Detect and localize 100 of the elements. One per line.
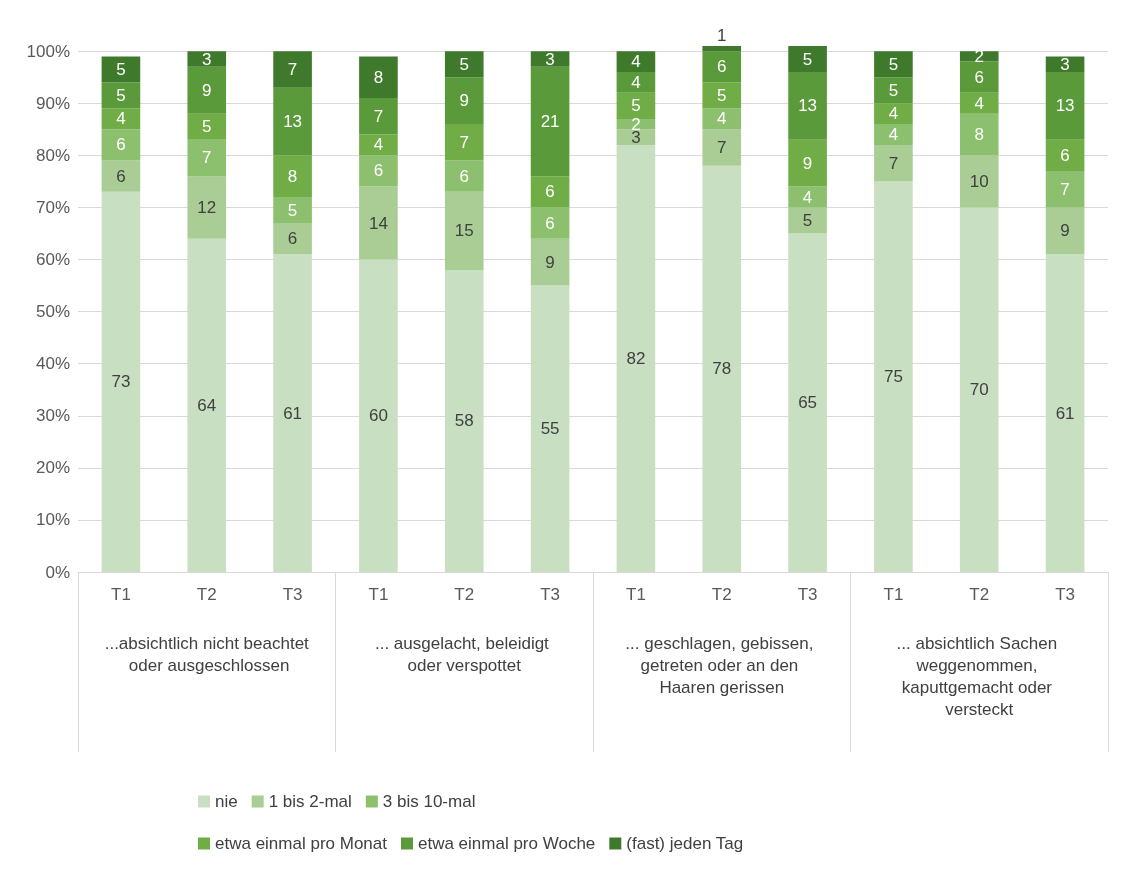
bar — [874, 144, 913, 182]
data-label: 65 — [798, 393, 818, 413]
data-label: 6 — [545, 213, 555, 233]
bar — [959, 51, 999, 62]
x-tick-label: T3 — [282, 585, 303, 604]
bar — [187, 176, 227, 239]
x-tick-label: T1 — [625, 585, 646, 604]
text: ...absichtlich nicht beachtet oder ausgeschlossen — [104, 633, 310, 675]
text: ... ausgelacht, beleidigt oder verspottet — [374, 633, 554, 675]
data-label: 3 — [1060, 54, 1070, 74]
bar — [359, 155, 398, 187]
bar — [359, 186, 398, 260]
bar — [874, 124, 913, 145]
y-tick-label: 20% — [35, 458, 70, 478]
bar — [101, 191, 141, 572]
bar — [359, 259, 398, 572]
x-tick-label: T2 — [969, 585, 990, 604]
y-tick-label: 80% — [35, 145, 70, 165]
data-label: 14 — [368, 213, 388, 233]
bar — [788, 207, 827, 234]
data-label: 9 — [1060, 221, 1070, 241]
bar — [444, 269, 484, 572]
data-label: 5 — [802, 210, 813, 230]
data-label: 5 — [717, 85, 727, 105]
bar — [788, 46, 827, 73]
data-label: 6 — [1060, 145, 1070, 165]
x-tick-label: T1 — [110, 585, 131, 604]
bar — [273, 87, 312, 156]
legend-label: (fast) jeden Tag — [626, 834, 744, 853]
bar — [874, 51, 913, 78]
bar — [187, 51, 227, 67]
bar — [530, 238, 570, 286]
bar — [874, 77, 913, 104]
x-tick-label: T1 — [368, 585, 389, 604]
y-tick-label: 90% — [35, 93, 70, 113]
legend-label: etwa einmal pro Monat — [215, 834, 388, 853]
y-tick-label: 100% — [26, 41, 70, 61]
data-label: 4 — [974, 93, 984, 113]
data-label: 78 — [712, 359, 732, 379]
data-label: 70 — [969, 380, 989, 400]
data-label: 4 — [888, 104, 899, 124]
bar — [616, 51, 656, 73]
y-tick-label: 10% — [35, 510, 70, 530]
data-label: 6 — [116, 135, 126, 155]
y-tick-label: 60% — [35, 250, 70, 270]
bar — [530, 66, 570, 177]
data-label: 60 — [368, 406, 388, 426]
legend-label: nie — [215, 792, 238, 811]
data-label: 4 — [373, 135, 384, 155]
bar — [616, 92, 656, 119]
bar — [444, 191, 484, 270]
bar — [959, 155, 999, 208]
data-label: 6 — [545, 182, 555, 202]
bar — [444, 51, 484, 78]
bar — [702, 165, 742, 572]
data-label: 61 — [1055, 403, 1075, 423]
data-label: 6 — [116, 166, 126, 186]
y-tick-label: 70% — [35, 197, 70, 217]
bar — [101, 82, 141, 109]
data-label: 5 — [888, 54, 899, 74]
data-label: 4 — [888, 125, 899, 145]
x-tick-label: T1 — [883, 585, 904, 604]
text: ... absichtlich Sachen weggenommen, kaputtgemacht oder versteckt — [896, 633, 1062, 719]
data-label: 6 — [373, 161, 384, 181]
data-label: 82 — [626, 348, 646, 368]
bar — [101, 129, 141, 161]
data-label: 1 — [717, 26, 727, 45]
bar — [273, 197, 312, 224]
data-label: 7 — [287, 59, 298, 79]
data-label: 12 — [197, 197, 217, 217]
bar — [1045, 72, 1085, 140]
y-tick-label: 30% — [35, 406, 70, 426]
legend-label: 1 bis 2-mal — [268, 792, 352, 811]
data-label: 75 — [883, 367, 903, 387]
bar — [874, 181, 913, 572]
bar — [959, 113, 999, 156]
data-label: 55 — [540, 419, 560, 439]
x-tick-label: T3 — [540, 585, 561, 604]
bar — [874, 103, 913, 125]
bar — [788, 233, 827, 572]
bar — [959, 92, 999, 114]
bar — [616, 72, 656, 93]
bar — [616, 144, 656, 572]
bar — [530, 207, 570, 239]
bar — [530, 176, 570, 208]
bar — [702, 51, 742, 83]
bar — [702, 82, 742, 109]
data-label: 10 — [969, 171, 989, 191]
data-label: 64 — [197, 395, 217, 415]
bar — [788, 72, 827, 140]
data-label: 5 — [287, 200, 298, 220]
legend-label: etwa einmal pro Woche — [417, 834, 596, 853]
data-label: 61 — [283, 403, 303, 423]
data-label: 5 — [802, 49, 813, 69]
data-label: 15 — [454, 221, 474, 241]
data-label: 8 — [974, 125, 984, 145]
data-label: 6 — [717, 57, 727, 77]
data-label: 7 — [459, 132, 469, 152]
bar — [444, 77, 484, 125]
data-label: 4 — [631, 52, 641, 72]
